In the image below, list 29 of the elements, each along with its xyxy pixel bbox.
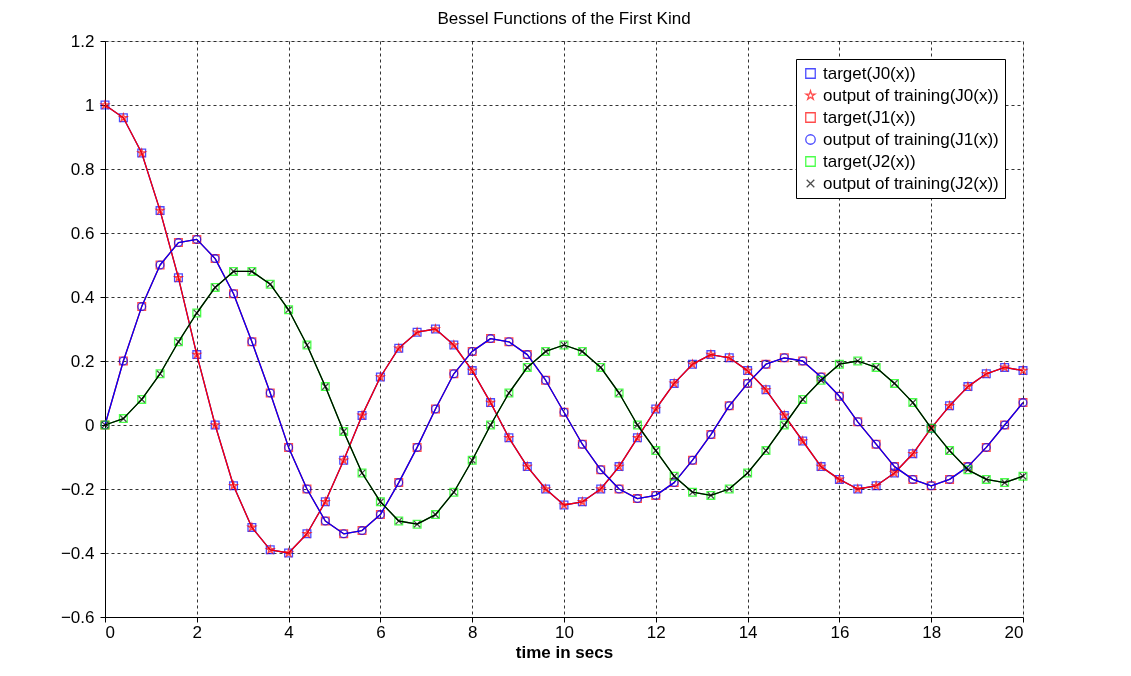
y-tick-label: 0 xyxy=(85,415,95,435)
y-tick-label: 1 xyxy=(85,95,95,115)
legend-label: output of training(J2(x)) xyxy=(823,173,999,193)
legend-label: target(J0(x)) xyxy=(823,63,916,83)
x-tick-label: 16 xyxy=(830,622,850,642)
y-tick-label: 0.4 xyxy=(70,287,95,307)
x-tick-label: 20 xyxy=(1004,622,1024,642)
y-tick-label: −0.6 xyxy=(60,607,95,627)
y-tick-label: −0.2 xyxy=(60,479,95,499)
x-tick-label: 8 xyxy=(467,622,478,642)
y-tick-label: −0.4 xyxy=(60,543,95,563)
x-tick-label: 6 xyxy=(376,622,386,642)
x-tick-label: 10 xyxy=(555,622,574,642)
y-tick-label: 1.2 xyxy=(70,31,95,51)
legend-label: target(J1(x)) xyxy=(823,107,916,127)
x-axis-title: time in secs xyxy=(515,642,614,662)
x-tick-label: 14 xyxy=(738,622,758,642)
x-tick-label: 12 xyxy=(646,622,666,642)
x-tick-label: 2 xyxy=(192,622,203,642)
chart-title: Bessel Functions of the First Kind xyxy=(437,9,691,28)
x-tick-label: 4 xyxy=(284,622,294,642)
y-tick-label: 0.6 xyxy=(70,223,95,243)
legend-label: output of training(J0(x)) xyxy=(823,85,999,105)
y-tick-label: 0.2 xyxy=(70,351,95,371)
legend-label: target(J2(x)) xyxy=(823,151,916,171)
x-tick-label: 18 xyxy=(922,622,942,642)
x-tick-label: 0 xyxy=(105,622,115,642)
y-tick-label: 0.8 xyxy=(70,159,95,179)
legend-label: output of training(J1(x)) xyxy=(823,129,999,149)
